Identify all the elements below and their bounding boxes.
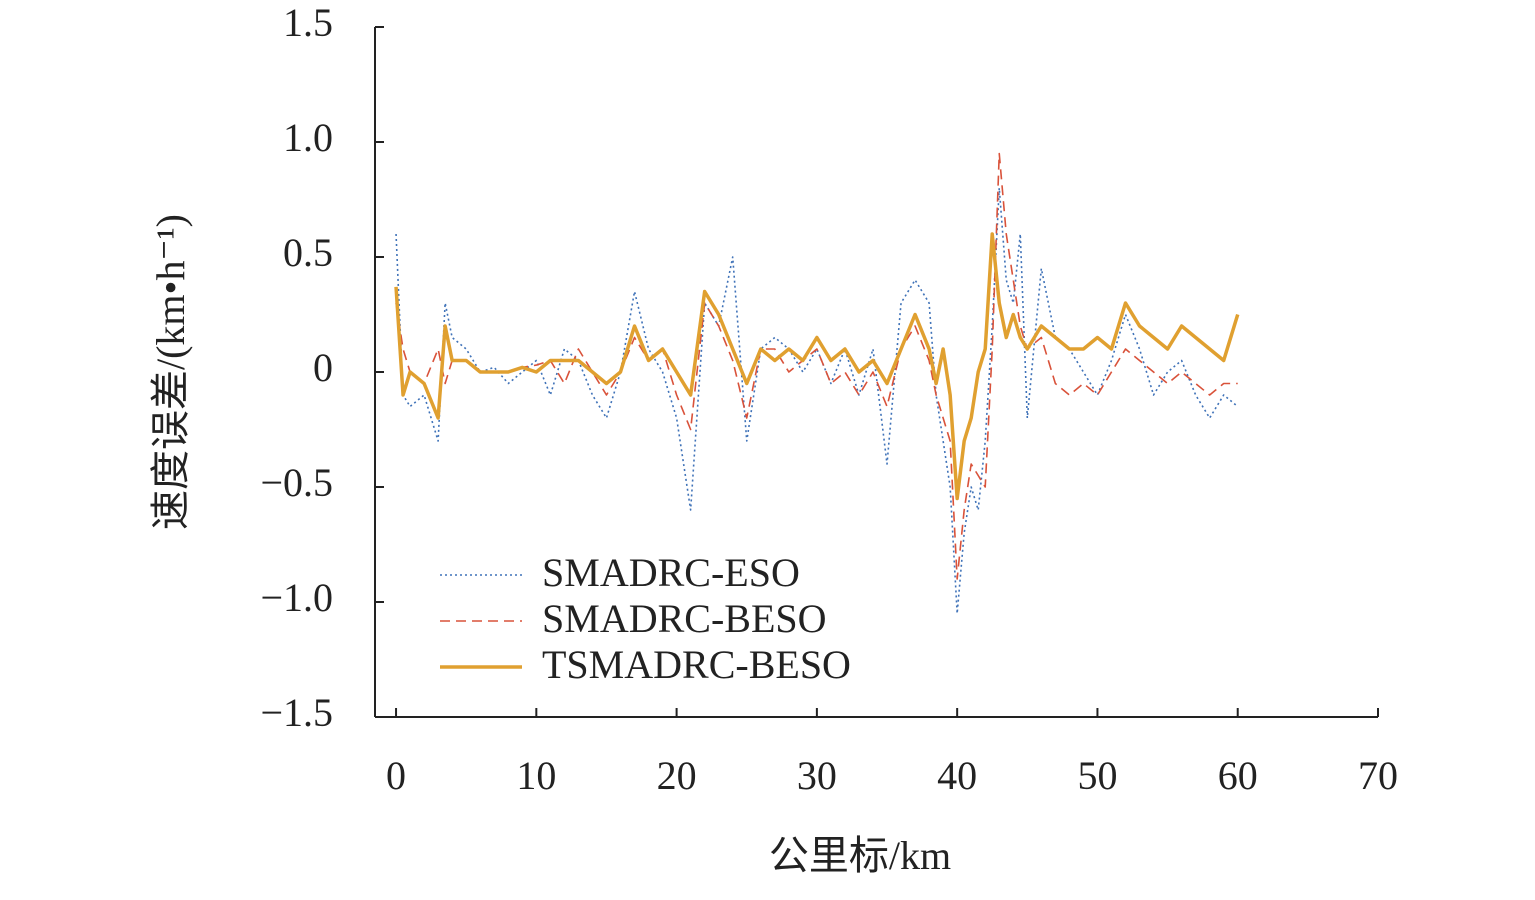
x-tick-label: 70: [1358, 753, 1398, 798]
y-tick-label: −0.5: [260, 460, 333, 505]
y-tick-label: 0: [313, 345, 333, 390]
x-tick-label: 30: [797, 753, 837, 798]
legend-label: SMADRC-BESO: [542, 596, 827, 641]
y-tick-label: 1.5: [283, 0, 333, 45]
y-tick-label: −1.0: [260, 575, 333, 620]
y-tick-label: 1.0: [283, 115, 333, 160]
legend-label: TSMADRC-BESO: [542, 642, 851, 687]
x-tick-label: 40: [937, 753, 977, 798]
x-tick-label: 50: [1077, 753, 1117, 798]
y-axis-label: 速度误差/(km•h⁻¹): [148, 214, 193, 530]
x-axis-label: 公里标/km: [769, 833, 951, 878]
y-tick-label: −1.5: [260, 690, 333, 735]
data-line: [395, 152, 1238, 580]
data-line: [395, 187, 1239, 615]
y-tick-label: 0.5: [283, 230, 333, 275]
data-line: [394, 232, 1240, 501]
legend-label: SMADRC-ESO: [542, 550, 800, 595]
x-tick-label: 10: [516, 753, 556, 798]
x-tick-label: 20: [657, 753, 697, 798]
x-tick-label: 60: [1218, 753, 1258, 798]
x-tick-label: 0: [386, 753, 406, 798]
